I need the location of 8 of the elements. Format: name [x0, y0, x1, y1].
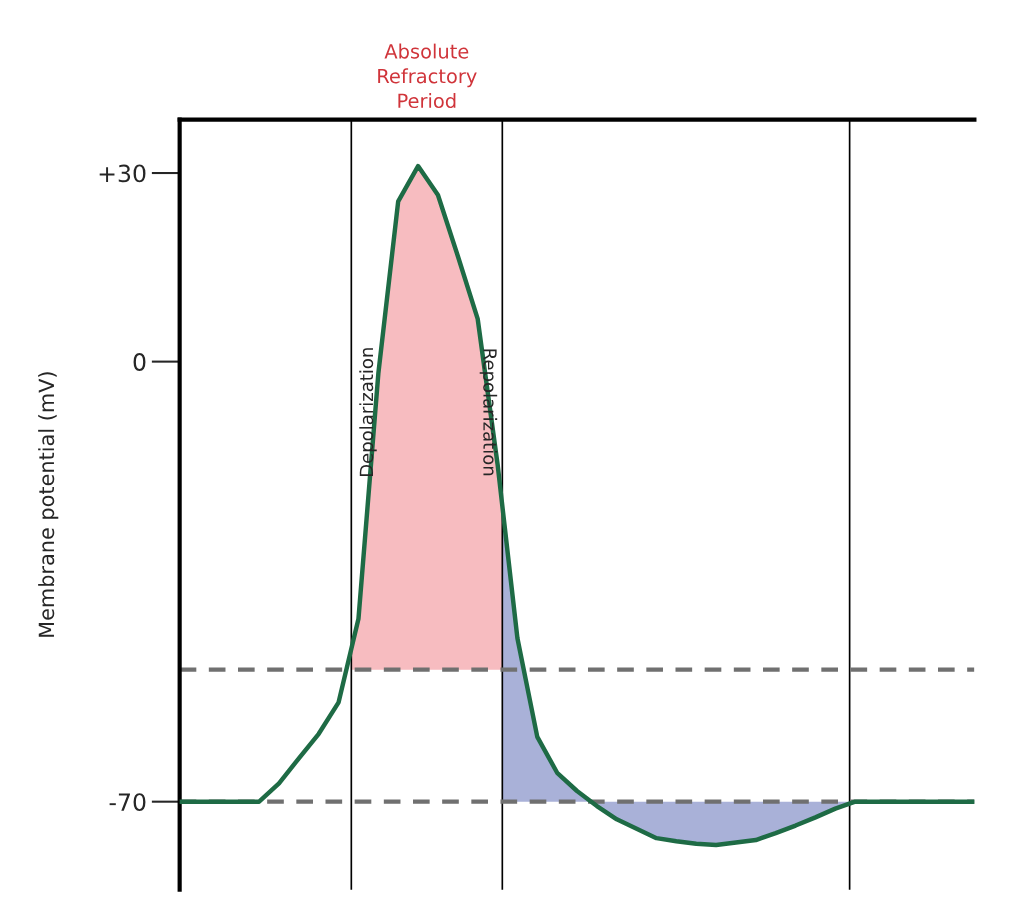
- text: Absolute Refractory Period: [378, 43, 477, 109]
- y-tick-label: -70: [109, 793, 146, 811]
- line-series: [179, 163, 975, 848]
- annotation: Repolarization: [479, 349, 498, 476]
- y-tick-label: 0: [133, 353, 146, 371]
- annotation: Depolarization: [359, 348, 377, 477]
- y-tick-label: +30: [99, 164, 146, 183]
- y-axis-title: Membrane potential (mV): [38, 372, 59, 637]
